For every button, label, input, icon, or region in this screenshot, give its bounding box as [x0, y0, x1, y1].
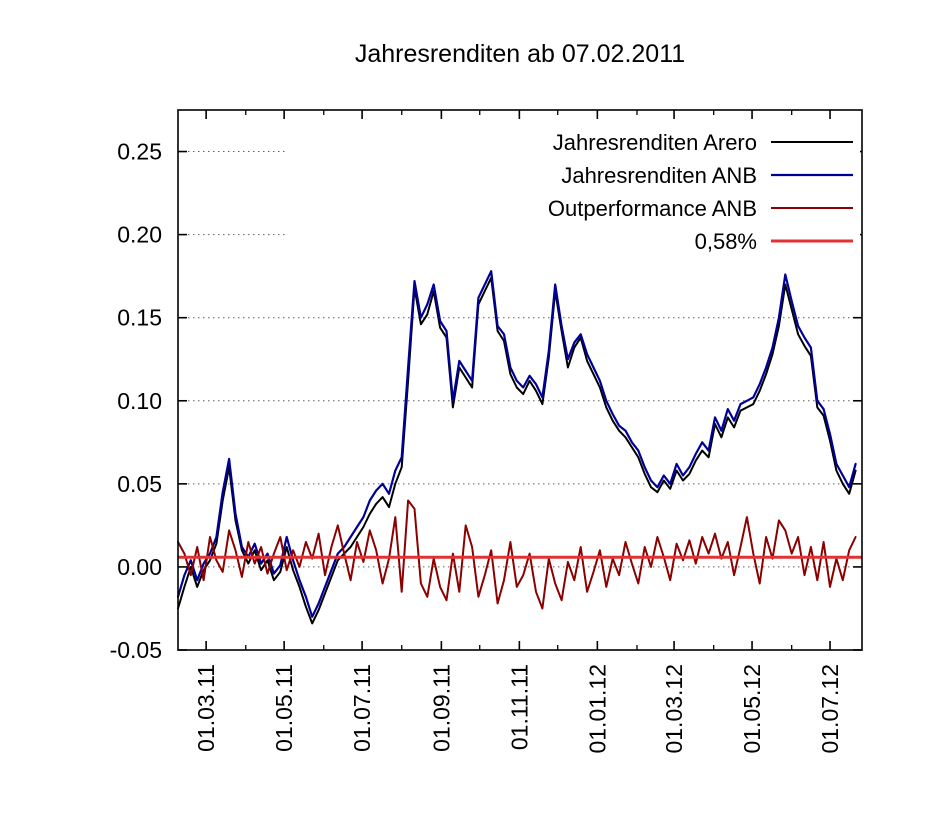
legend-label-outperformance: Outperformance ANB [548, 196, 757, 221]
x-tick-label: 01.03.12 [661, 664, 687, 754]
x-tick-label: 01.05.11 [271, 664, 297, 752]
y-tick-label: 0.05 [117, 471, 162, 497]
tick-layer [178, 110, 862, 651]
legend-label-anb: Jahresrenditen ANB [561, 163, 757, 188]
series-arero-line [177, 276, 857, 625]
legend-background [286, 120, 860, 260]
series-anb-line [176, 270, 857, 618]
y-tick-label: 0.00 [117, 554, 162, 580]
legend-label-arero: Jahresrenditen Arero [553, 130, 757, 155]
y-tick-label: 0.10 [117, 388, 162, 414]
y-tick-label: 0.15 [117, 305, 162, 331]
x-tick-label: 01.09.11 [428, 664, 454, 752]
x-tick-label: 01.07.11 [349, 664, 375, 752]
x-tick-label: 01.01.12 [584, 664, 610, 754]
axis-label-layer: -0.05 0.00 0.05 0.10 0.15 0.20 0.25 01.03.11 01.… [110, 139, 843, 754]
legend-label-ref-058: 0,58% [695, 229, 757, 254]
x-tick-label: 01.05.12 [739, 664, 765, 754]
series-outperformance-line [177, 499, 857, 610]
x-tick-label: 01.03.11 [193, 664, 219, 752]
chart-title: Jahresrenditen ab 07.02.2011 [355, 40, 685, 68]
x-tick-label: 01.07.12 [817, 664, 843, 754]
y-tick-label: 0.25 [117, 139, 162, 165]
y-tick-label: -0.05 [110, 637, 162, 663]
y-tick-label: 0.20 [117, 222, 162, 248]
series-layer [176, 270, 862, 625]
x-tick-label: 01.11.11 [506, 664, 532, 750]
legend: Jahresrenditen Arero Jahresrenditen ANB Ou… [286, 120, 860, 260]
